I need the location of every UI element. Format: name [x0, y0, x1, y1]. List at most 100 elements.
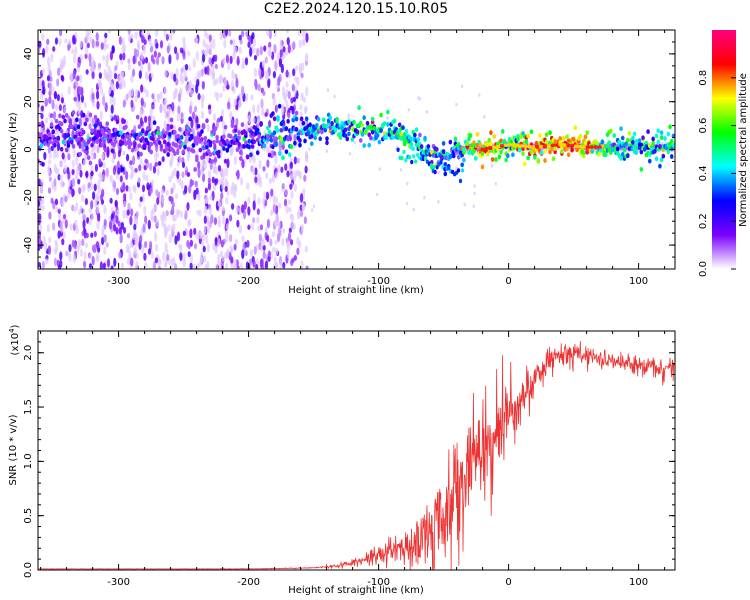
spectrogram-cell [39, 185, 44, 195]
spectrogram-ridge-cell [656, 139, 661, 145]
spectrogram-cell [76, 75, 80, 82]
spectrogram-cell [248, 258, 252, 266]
spectrogram-ridge-cell [81, 129, 86, 135]
snr-x-tick-label: -300 [107, 577, 130, 588]
spectrogram-ridge-cell [456, 168, 461, 173]
spectrogram-cell [221, 255, 225, 263]
spectrogram-ridge-cell [583, 140, 588, 146]
spectrogram-ridge-cell [489, 141, 493, 147]
spectrogram-ridge-cell [384, 135, 388, 141]
spectrogram-cell [214, 165, 218, 176]
spectrogram-cell [220, 261, 224, 269]
spectrogram-cell [109, 174, 113, 183]
spectrogram-ridge-cell [304, 116, 309, 122]
spectrogram-cell [54, 247, 58, 255]
spectrogram-cell [143, 252, 147, 261]
spectrogram-ridge-cell [539, 150, 544, 156]
spectrogram-cell [193, 243, 198, 250]
spectrogram-ridge-cell [639, 149, 644, 155]
spectrogram-cell [109, 50, 114, 61]
spectrogram-cell [73, 88, 77, 97]
spectrogram-cell [261, 68, 265, 78]
spectrogram-cell [241, 85, 245, 96]
spectrogram-cell [154, 152, 158, 162]
spectrogram-ridge-cell [222, 146, 226, 152]
spectrogram-cell [256, 118, 260, 129]
spectrogram-cell [50, 53, 54, 63]
spectrogram-cell [39, 92, 44, 101]
spectrogram-cell [140, 84, 144, 93]
spectrogram-cell [274, 104, 278, 113]
spectrogram-cell [222, 57, 226, 65]
spectrogram-ridge-cell [480, 164, 485, 170]
spectrogram-cell [74, 174, 79, 181]
spectrogram-cell [303, 174, 307, 182]
spectrogram-cell [286, 242, 291, 251]
spectrogram-ridge-cell [225, 147, 230, 153]
spectrogram-cell [55, 206, 59, 213]
spectrogram-cell [244, 57, 249, 66]
spectrogram-cell [45, 117, 49, 124]
spectrogram-ridge-cell [666, 131, 671, 137]
spectrogram-cell [122, 182, 126, 193]
spectrogram-ridge-cell [70, 139, 74, 145]
snr-y-tick-label: 0.5 [23, 508, 34, 524]
spectrogram-cell [494, 181, 498, 186]
spectrogram-cell [234, 46, 238, 55]
spectrogram-ridge-cell [103, 147, 108, 153]
spectrogram-ridge-cell [561, 135, 566, 141]
spectrogram-cell [233, 183, 237, 190]
spectrogram-cell [281, 238, 285, 247]
spectrogram-ridge-cell [320, 129, 324, 135]
spectrogram-ridge-cell [274, 141, 279, 147]
spectrogram-ridge-cell [401, 135, 405, 141]
spectrogram-cell [132, 233, 136, 241]
spectrogram-ridge-cell [156, 130, 160, 136]
spectrogram-cell [135, 260, 139, 269]
spectrogram-x-tick-label: 100 [629, 276, 648, 287]
spectrogram-cell [163, 120, 167, 130]
spectrogram-ridge-cell [71, 143, 76, 149]
spectrogram-cell [72, 253, 76, 264]
spectrogram-peak-cell [496, 144, 501, 149]
spectrogram-cell [172, 124, 177, 132]
spectrogram-peak-cell [589, 145, 594, 149]
spectrogram-cell [241, 63, 245, 70]
spectrogram-cell [102, 96, 106, 106]
spectrogram-cell [155, 56, 160, 66]
spectrogram-cell [68, 244, 72, 253]
spectrogram-ridge-cell [249, 152, 253, 158]
spectrogram-cell [195, 50, 199, 61]
spectrogram-peak-cell [480, 147, 485, 152]
spectrogram-cell [77, 209, 82, 216]
spectrogram-ridge-cell [347, 119, 351, 125]
spectrogram-cell [164, 69, 168, 78]
spectrogram-ridge-cell [66, 132, 71, 138]
spectrogram-cell [166, 45, 170, 54]
spectrogram-ridge-cell [250, 144, 255, 150]
spectrogram-cell [117, 220, 121, 227]
spectrogram-ridge-cell [85, 117, 89, 123]
spectrogram-cell [59, 174, 63, 180]
spectrogram-cell [38, 222, 43, 232]
spectrogram-cell [423, 195, 426, 200]
spectrogram-cell [304, 60, 309, 66]
spectrogram-cell [133, 223, 137, 231]
spectrogram-cell [57, 230, 61, 239]
spectrogram-cell [224, 230, 229, 237]
spectrogram-cell [122, 209, 126, 220]
spectrogram-cell [102, 55, 106, 61]
spectrogram-ridge-cell [313, 135, 317, 141]
spectrogram-ridge-cell [659, 135, 664, 140]
spectrogram-cell [214, 237, 218, 243]
spectrogram-cell [224, 185, 228, 193]
spectrogram-cell [207, 223, 211, 234]
spectrogram-cell [48, 95, 52, 104]
spectrogram-cell [283, 94, 288, 103]
spectrogram-ridge-cell [355, 129, 360, 135]
spectrogram-peak-cell [542, 144, 548, 148]
spectrogram-ridge-cell [632, 131, 637, 137]
spectrogram-cell [455, 166, 458, 170]
spectrogram-ridge-cell [467, 136, 471, 142]
spectrogram-cell [104, 102, 108, 113]
